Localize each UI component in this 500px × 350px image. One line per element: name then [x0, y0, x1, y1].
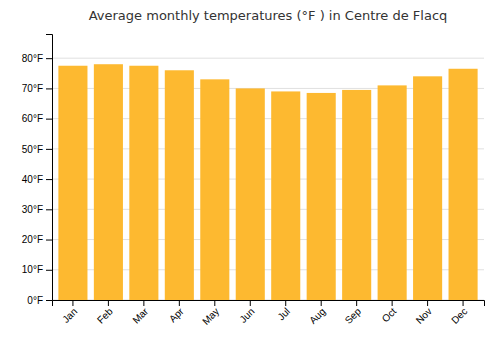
bar [413, 76, 442, 300]
x-axis-line [53, 301, 485, 307]
bar [236, 88, 265, 300]
y-tick-mark [46, 240, 52, 241]
y-tick: 0°F [27, 295, 52, 306]
bar [129, 66, 158, 300]
x-tick-mark [392, 300, 393, 306]
y-tick: 80°F [22, 53, 52, 64]
bars [58, 64, 477, 300]
x-tick: Apr [167, 300, 186, 324]
grid-line [52, 58, 484, 59]
y-tick-mark [46, 300, 52, 301]
x-tick: Jan [60, 300, 79, 325]
title: Average monthly temperatures (°F ) in Ce… [89, 8, 448, 23]
bar [165, 70, 194, 300]
x-tick-label: Apr [167, 305, 186, 324]
bar [378, 85, 407, 300]
bar [271, 91, 300, 300]
y-tick-label: 20°F [22, 234, 43, 245]
x-tick-mark [214, 300, 215, 306]
y-tick-mark [46, 270, 52, 271]
y-tick-label: 0°F [27, 295, 43, 306]
x-tick: Aug [307, 300, 327, 326]
y-tick-label: 80°F [22, 53, 43, 64]
x-tick-label: Jun [237, 306, 256, 325]
plot: 0°F 10°F 20°F 30°F 40°F 50°F 60°F 70°F 80°F Jan Fe… [22, 35, 485, 327]
x-tick: Jul [275, 300, 292, 322]
x-tick: Feb [95, 300, 115, 326]
bar [200, 79, 229, 300]
y-tick: 50°F [22, 144, 52, 155]
x-tick-mark [463, 300, 464, 306]
y-tick: 10°F [22, 264, 52, 275]
bar [94, 64, 123, 300]
y-tick: 30°F [22, 204, 52, 215]
bar [342, 90, 371, 300]
x-tick: Dec [449, 300, 469, 326]
grid [52, 58, 484, 300]
y-tick-mark [46, 209, 52, 210]
x-tick-mark [108, 300, 109, 306]
x-tick-label: Nov [414, 306, 434, 326]
chart-svg: 0°F 10°F 20°F 30°F 40°F 50°F 60°F 70°F 80°F Jan Fe… [0, 0, 500, 350]
x-tick-mark [179, 300, 180, 306]
y-axis: 0°F 10°F 20°F 30°F 40°F 50°F 60°F 70°F 80°F [22, 35, 53, 306]
x-tick-label: Feb [95, 305, 115, 325]
x-tick: Nov [414, 300, 434, 326]
x-tick-label: Oct [380, 306, 399, 325]
y-tick-mark [46, 119, 52, 120]
y-tick-label: 60°F [22, 113, 43, 124]
bar [449, 69, 478, 300]
y-tick: 60°F [22, 113, 52, 124]
y-tick-mark [46, 58, 52, 59]
x-tick: May [200, 300, 221, 327]
x-tick-label: Jan [60, 306, 79, 325]
x-tick: Oct [380, 300, 399, 324]
y-tick-mark [46, 149, 52, 150]
x-tick-mark [285, 300, 286, 306]
y-tick: 70°F [22, 83, 52, 94]
chart-container: 0°F 10°F 20°F 30°F 40°F 50°F 60°F 70°F 80°F Jan Fe… [0, 0, 500, 350]
y-tick-label: 30°F [22, 204, 43, 215]
bar [307, 93, 336, 300]
y-axis-line [46, 35, 53, 301]
x-axis: Jan Feb Mar Apr May Jun Jul Aug Sep Oct Nov Dec [53, 300, 485, 327]
x-tick-label: Aug [307, 306, 327, 326]
x-tick-mark [321, 300, 322, 306]
x-tick: Jun [237, 300, 256, 325]
x-tick-mark [250, 300, 251, 306]
x-tick-mark [72, 300, 73, 306]
x-tick-label: May [200, 306, 221, 327]
x-tick-label: Sep [343, 305, 364, 326]
x-tick-label: Mar [130, 305, 150, 325]
y-tick-label: 50°F [22, 144, 43, 155]
y-tick-mark [46, 179, 52, 180]
y-tick: 20°F [22, 234, 52, 245]
y-tick-label: 10°F [22, 264, 43, 275]
x-tick-label: Dec [449, 306, 469, 326]
y-tick-label: 40°F [22, 174, 43, 185]
x-tick-mark [143, 300, 144, 306]
y-tick-mark [46, 88, 52, 89]
y-tick-label: 70°F [22, 83, 43, 94]
x-tick-mark [356, 300, 357, 306]
bar [58, 66, 87, 300]
x-tick-label: Jul [275, 306, 292, 323]
x-tick-mark [427, 300, 428, 306]
x-tick: Sep [343, 300, 364, 326]
x-tick: Mar [130, 300, 150, 326]
y-tick: 40°F [22, 174, 52, 185]
